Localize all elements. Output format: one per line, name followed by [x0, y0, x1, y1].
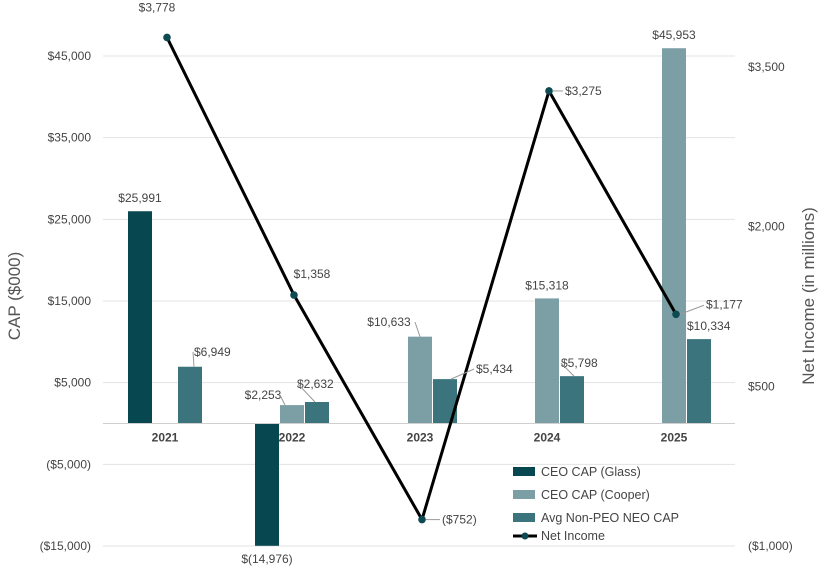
bar [255, 423, 279, 546]
right-axis-ticks: $3,500 $2,000 $500 ($1,000) [748, 60, 793, 553]
net-income-marker [672, 310, 680, 319]
legend: CEO CAP (Glass) CEO CAP (Cooper) Avg Non… [513, 465, 679, 543]
bar [535, 298, 559, 424]
data-label: $2,253 [245, 388, 282, 402]
data-label: $25,991 [118, 191, 162, 205]
net-income-label: $3,275 [565, 84, 602, 98]
category-label: 2021 [152, 431, 179, 445]
net-income-label: ($752) [442, 513, 477, 527]
data-label: $(14,976) [241, 552, 292, 566]
category-label: 2023 [407, 431, 434, 445]
legend-label-cooper: CEO CAP (Cooper) [541, 488, 650, 502]
bar [128, 211, 152, 424]
right-tick-label: ($1,000) [748, 539, 793, 553]
data-label: $2,632 [297, 377, 334, 391]
label-leader-line [192, 351, 195, 367]
bar [280, 405, 304, 424]
bar [408, 336, 432, 424]
net-income-marker [290, 291, 298, 299]
data-label: $45,953 [652, 28, 696, 42]
right-axis-title: Net Income (in millions) [799, 207, 818, 385]
data-label: $6,949 [194, 345, 231, 359]
legend-swatch-net-income-marker [521, 532, 529, 540]
right-tick-label: $3,500 [748, 60, 785, 74]
label-leader-line [450, 368, 475, 380]
category-labels: 2021 2022 2023 2024 2025 [152, 431, 688, 445]
label-leader-line [297, 383, 316, 403]
legend-label-net-income: Net Income [541, 529, 605, 543]
label-leader-line [679, 304, 705, 315]
category-label: 2025 [661, 431, 688, 445]
label-leader-line [414, 321, 421, 337]
left-tick-label: $45,000 [48, 49, 92, 63]
left-tick-label: $5,000 [54, 376, 91, 390]
net-income-label: $1,358 [294, 267, 331, 281]
net-income-polyline [165, 36, 678, 524]
data-label: $5,798 [561, 356, 598, 370]
data-labels: $25,991 $(14,976) $2,253 $10,633 $15,318 $45,… [118, 0, 743, 566]
net-income-label: $3,778 [139, 0, 176, 14]
bar [305, 402, 329, 424]
left-tick-label: ($5,000) [46, 457, 91, 471]
left-tick-label: $25,000 [48, 212, 92, 226]
left-tick-label: $35,000 [48, 131, 92, 145]
legend-swatch-cooper [513, 490, 535, 499]
left-axis-title: CAP ($000) [5, 252, 24, 341]
data-label: $15,318 [525, 278, 569, 292]
net-income-marker [163, 33, 171, 42]
data-label: $10,633 [367, 315, 411, 329]
net-income-marker [418, 515, 426, 524]
legend-label-neo: Avg Non-PEO NEO CAP [541, 511, 679, 525]
bar [178, 366, 202, 424]
label-leader-line [560, 362, 575, 377]
net-income-line [163, 33, 680, 524]
right-tick-label: $2,000 [748, 220, 785, 234]
bars [128, 48, 711, 546]
category-label: 2022 [279, 431, 306, 445]
bar [560, 376, 584, 424]
data-label: $10,334 [687, 319, 731, 333]
label-leader-line [279, 394, 286, 406]
left-axis-ticks: $45,000 $35,000 $25,000 $15,000 $5,000 ($5,00… [40, 49, 92, 553]
data-label: $5,434 [476, 362, 513, 376]
legend-label-glass: CEO CAP (Glass) [541, 465, 641, 479]
category-label: 2024 [534, 431, 561, 445]
legend-swatch-glass [513, 467, 535, 476]
bar [687, 339, 711, 424]
bar [662, 48, 686, 424]
net-income-marker [545, 87, 553, 95]
left-tick-label: ($15,000) [40, 539, 91, 553]
right-tick-label: $500 [748, 379, 775, 393]
legend-swatch-neo [513, 513, 535, 522]
net-income-label: $1,177 [706, 297, 743, 311]
left-tick-label: $15,000 [48, 294, 92, 308]
